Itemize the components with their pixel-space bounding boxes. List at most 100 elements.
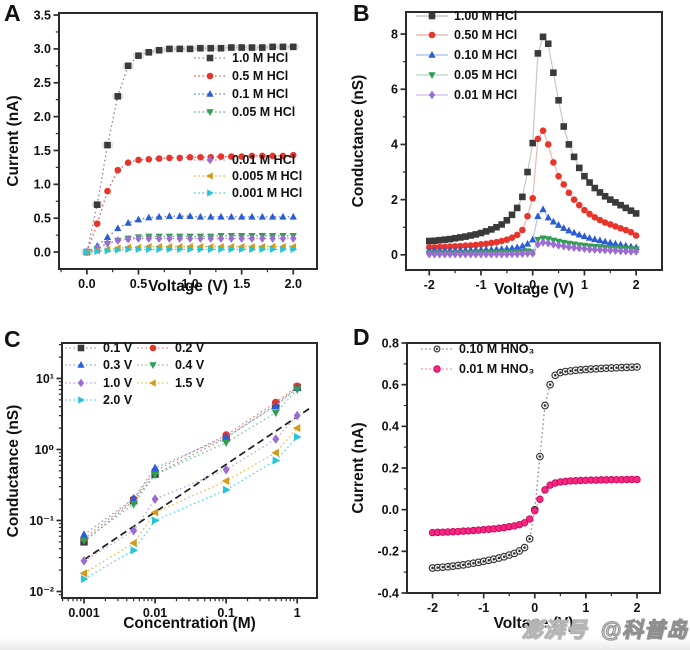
y-tick-label: 2.0	[34, 110, 51, 124]
panel-d-yaxis-title: Current (nA)	[350, 422, 367, 514]
legend-label: 0.01 M HNO₃	[459, 361, 535, 376]
panel-b: B -2 -1 0 1 2 0 2 4 6 8 Voltage (V) Conductance (…	[345, 0, 690, 320]
legend-item-0.05-m-hcl: 0.05 M HCl	[415, 67, 517, 82]
legend-label: 0.4 V	[175, 358, 205, 372]
x-tick-label: 0	[531, 601, 538, 615]
legend-label: 0.10 M HCl	[454, 48, 518, 63]
x-tick-label: 0.0	[78, 277, 95, 291]
x-tick-label: 2	[634, 601, 641, 615]
panel-a-label: A	[4, 0, 21, 26]
y-tick-label: 0.6	[382, 378, 399, 392]
legend-key-glyph	[65, 396, 97, 404]
panel-b-plot: -2 -1 0 1 2 0 2 4 6 8	[391, 11, 663, 292]
legend-item-0.005-m-hcl: 0.005 M HCl	[193, 169, 302, 184]
axes	[405, 11, 663, 271]
legend-item-0.01-m-hcl: 0.01 M HCl	[415, 87, 517, 102]
y-tick-label: 2.5	[34, 76, 51, 90]
legend-label: 0.1 V	[103, 340, 133, 355]
x-tick-label: -1	[478, 601, 489, 615]
legend-label: 0.001 M HCl	[232, 185, 303, 200]
panel-a-yaxis-title: Current (nA)	[5, 95, 22, 187]
y-tick-label: 0.8	[382, 336, 399, 350]
legend-label: 0.05 M HCl	[454, 67, 518, 82]
x-tick-label: 0.1	[217, 606, 234, 620]
panel-a-plot: 0.0 0.5 1.0 1.5 2.0 0.0 0.5 1.0 1.5 2.0 2.5 3.0 3.5	[34, 8, 318, 291]
axis-ticks: -2 -1 0 1 2 0 2 4 6 8	[391, 27, 640, 292]
legend-item-1.0-v: 1.0 V	[64, 375, 132, 390]
y-tick-label: 3.0	[34, 42, 51, 56]
y-tick-label: 8	[391, 27, 398, 41]
panel-d-xaxis-title: Voltage (V)	[493, 615, 574, 632]
legend-label: 0.01 M HCl	[454, 87, 518, 102]
axes	[406, 342, 661, 594]
y-tick-label: 3.5	[34, 8, 51, 22]
panel-c: C 0.001 0.01 0.1 1 10⁻² 10⁻¹ 10⁰ 10¹ Concentrat…	[0, 320, 345, 650]
legend-label: 0.05 M HCl	[232, 104, 296, 119]
x-tick-label: 1.0	[181, 277, 198, 291]
legend-item-1.00-m-hcl: 1.00 M HCl	[415, 8, 517, 23]
x-tick-label: 1.5	[233, 277, 250, 291]
watermark-platform: 澎湃号	[521, 618, 588, 642]
y-tick-label: 2	[391, 193, 398, 207]
panel-c-xaxis-title: Concentration (M)	[123, 615, 256, 632]
legend-key-glyph	[137, 362, 169, 369]
legend-key-glyph	[416, 90, 448, 99]
legend-label: 1.5 V	[175, 375, 205, 390]
panel-b-yaxis-title: Conductance (nS)	[350, 74, 367, 208]
legend-item-0.10-m-hcl: 0.10 M HCl	[415, 48, 517, 63]
legend-key-glyph	[194, 54, 226, 61]
legend-key-glyph	[194, 188, 226, 197]
x-tick-label: -2	[424, 278, 435, 292]
legend-key-glyph	[65, 378, 97, 387]
y-tick-label: 0.2	[382, 461, 399, 475]
legend-item-1.0-m-hcl: 1.0 M HCl	[193, 50, 288, 65]
legend-key-glyph	[137, 378, 169, 387]
panel-c-label: C	[4, 326, 21, 352]
legend-label: 0.1 M HCl	[232, 86, 289, 101]
legend-item-0.10-m-hno₃: 0.10 M HNO₃	[420, 341, 534, 356]
legend-item-0.2-v: 0.2 V	[136, 340, 204, 355]
series-1.0-m-hcl	[81, 43, 299, 256]
y-tick-label: 0.4	[382, 420, 399, 434]
legend-key-glyph	[194, 172, 226, 180]
legend-key-glyph	[137, 344, 169, 351]
y-tick-label: 0.0	[34, 245, 51, 259]
x-tick-label: 0.01	[143, 606, 167, 620]
legend-label: 1.00 M HCl	[454, 8, 518, 23]
legend-key-glyph	[65, 344, 97, 351]
x-tick-label: 2	[633, 278, 640, 292]
legend-label: 1.0 V	[103, 375, 133, 390]
series-0.01-m-hcl	[426, 238, 640, 259]
x-tick-label: 1	[294, 606, 301, 620]
axis-ticks: -2 -1 0 1 2 -0.4 -0.2 0.0 0.2 0.4 0.6 0.8	[377, 336, 640, 615]
x-tick-label: 0.001	[68, 606, 99, 620]
y-tick-label: -0.4	[377, 586, 399, 600]
y-tick-label: 0	[391, 248, 398, 262]
legend-item-0.3-v: 0.3 V	[64, 358, 132, 373]
series-1.0-v	[80, 410, 301, 566]
x-tick-label: 1	[582, 601, 589, 615]
x-tick-label: -2	[427, 601, 438, 615]
watermark-account: @科普岛	[600, 619, 688, 643]
legend-key-glyph	[194, 89, 226, 97]
y-tick-label: -0.2	[377, 545, 399, 559]
series-0.4-v	[79, 386, 302, 546]
axes	[58, 12, 318, 270]
series-0.01-m-hcl	[83, 234, 297, 257]
legend-key-glyph	[416, 12, 448, 19]
y-tick-label: 1.5	[34, 144, 51, 158]
x-tick-label: 0	[529, 278, 536, 292]
panel-b-label: B	[353, 0, 370, 26]
panel-a: A 0.0 0.5 1.0 1.5 2.0 0.0 0.5 1.0 1.5 2.0 2.5 3.0 3.…	[0, 0, 345, 320]
y-tick-label: 1.0	[34, 178, 51, 192]
series-0.001-m-hcl	[84, 245, 298, 256]
legend-item-0.1-v: 0.1 V	[64, 340, 132, 355]
watermark: 澎湃号 @科普岛	[521, 614, 688, 644]
legend-key-glyph	[65, 361, 97, 368]
legend-label: 0.005 M HCl	[232, 169, 303, 183]
panel-c-yaxis-title: Conductance (nS)	[5, 404, 22, 537]
legend-item-0.1-m-hcl: 0.1 M HCl	[193, 86, 288, 101]
legend-item-0.001-m-hcl: 0.001 M HCl	[193, 185, 302, 200]
legend-label: 2.0 V	[103, 393, 133, 407]
